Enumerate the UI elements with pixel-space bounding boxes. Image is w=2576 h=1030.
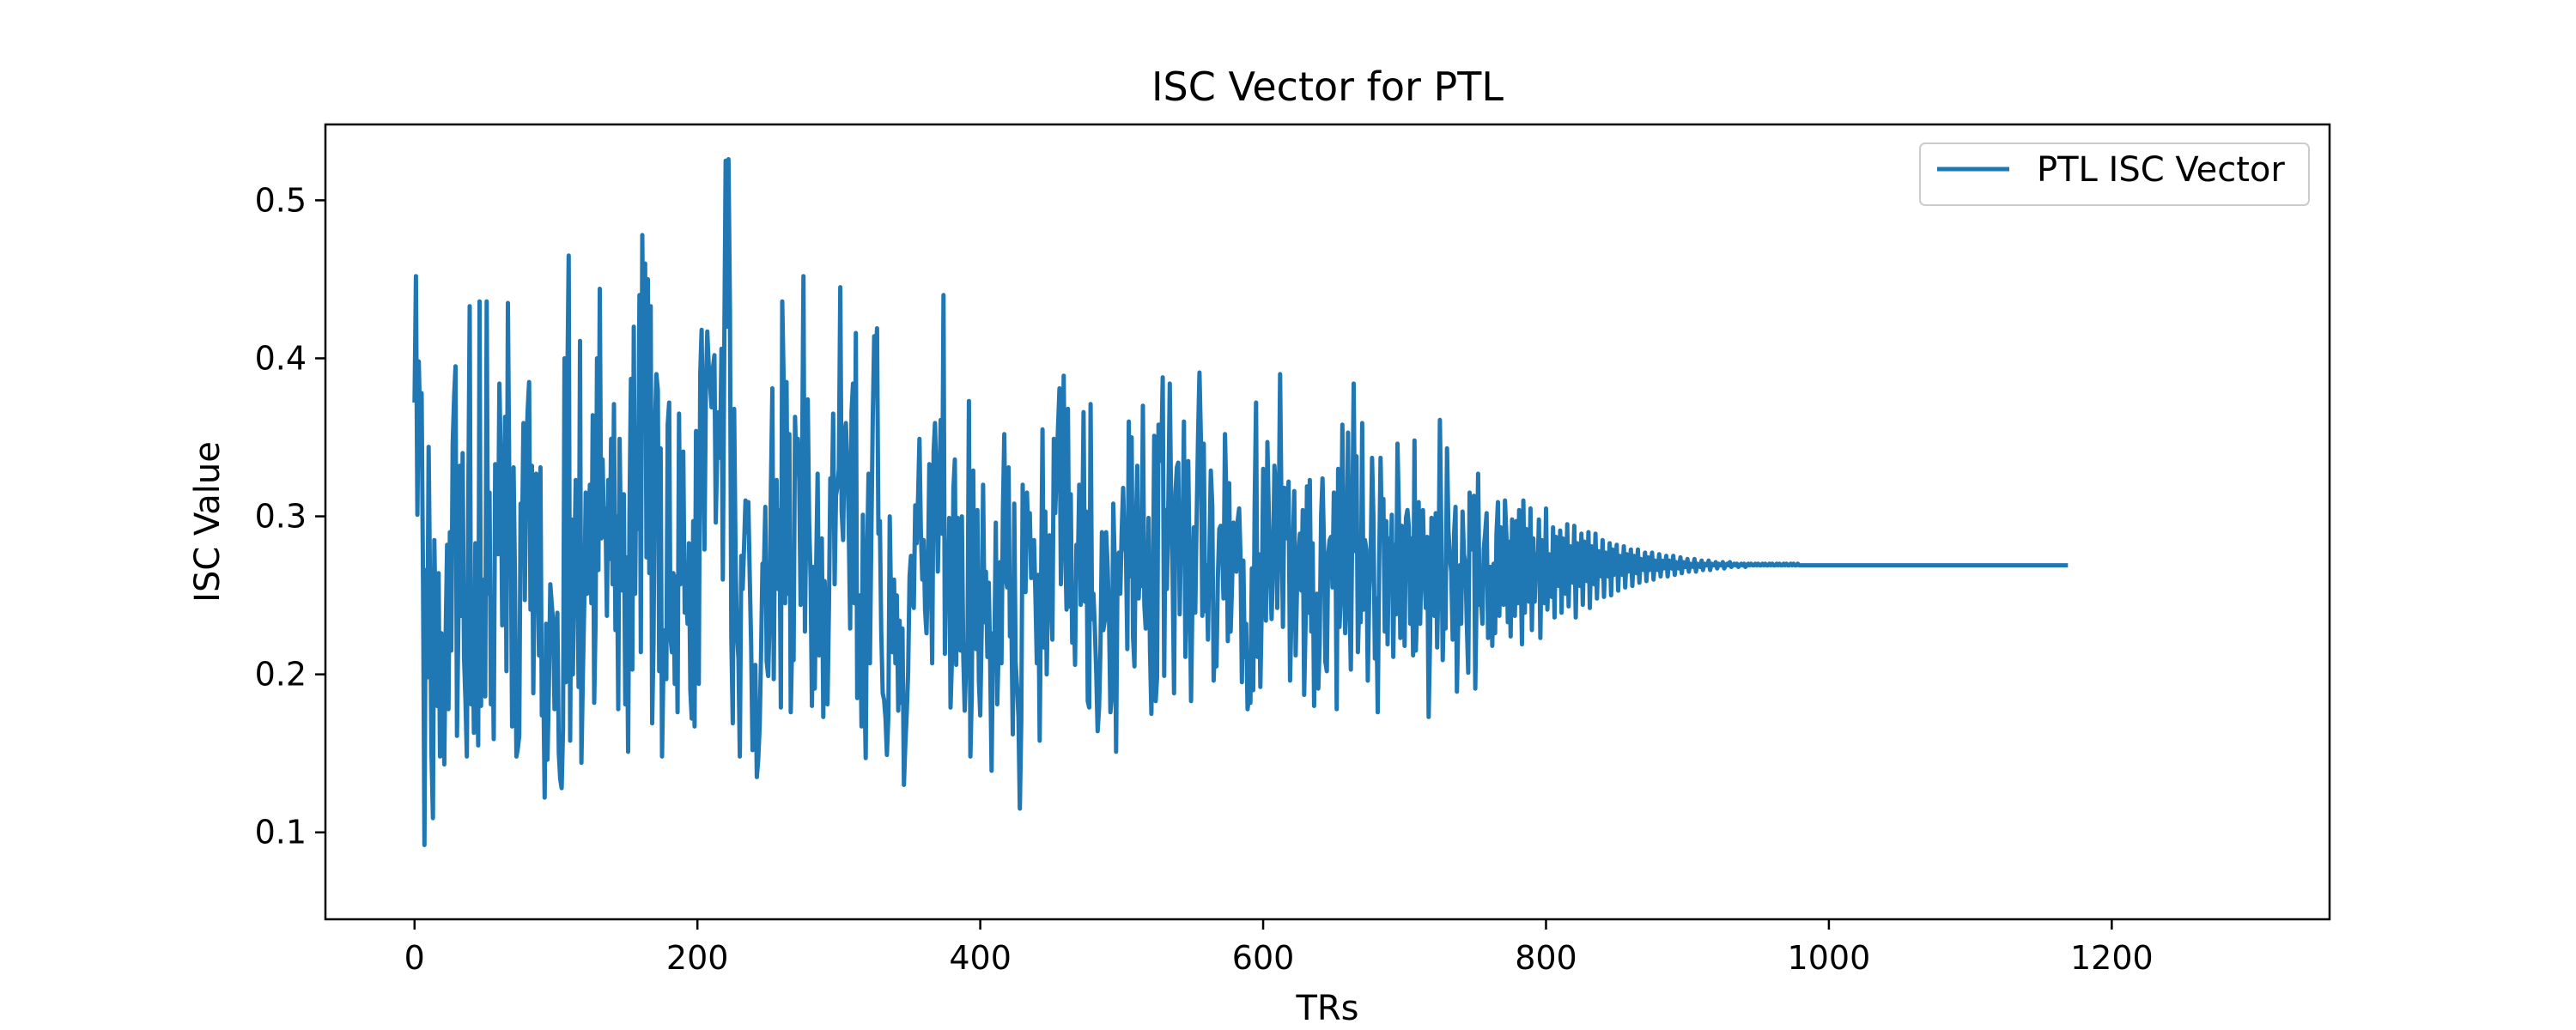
series-layer xyxy=(412,157,2069,847)
legend-label: PTL ISC Vector xyxy=(2037,150,2285,190)
x-tick-label: 1200 xyxy=(2070,939,2154,977)
y-tick-label: 0.3 xyxy=(255,498,307,536)
x-axis-label: TRs xyxy=(1295,989,1358,1028)
y-tick-label: 0.2 xyxy=(255,656,307,694)
y-tick-label: 0.4 xyxy=(255,339,307,377)
x-tick-label: 1000 xyxy=(1788,939,1871,977)
legend: PTL ISC Vector xyxy=(1919,142,2310,206)
x-tick-label: 200 xyxy=(666,939,729,977)
y-tick-label: 0.5 xyxy=(255,181,307,219)
y-tick-label: 0.1 xyxy=(255,814,307,851)
series-line-0 xyxy=(412,157,2069,847)
x-tick-label: 400 xyxy=(949,939,1012,977)
x-tick-label: 800 xyxy=(1515,939,1577,977)
x-tick-label: 600 xyxy=(1232,939,1295,977)
chart-title: ISC Vector for PTL xyxy=(1151,64,1504,110)
plot-frame xyxy=(324,123,2331,921)
legend-box xyxy=(1919,142,2310,206)
x-axis-ticks: 0 200 400 600 800 1000 1200 xyxy=(404,919,2154,977)
x-tick-label: 0 xyxy=(404,939,425,977)
y-axis-ticks: 0.1 0.2 0.3 0.4 0.5 xyxy=(255,181,325,851)
y-axis-label: ISC Value xyxy=(188,441,228,603)
